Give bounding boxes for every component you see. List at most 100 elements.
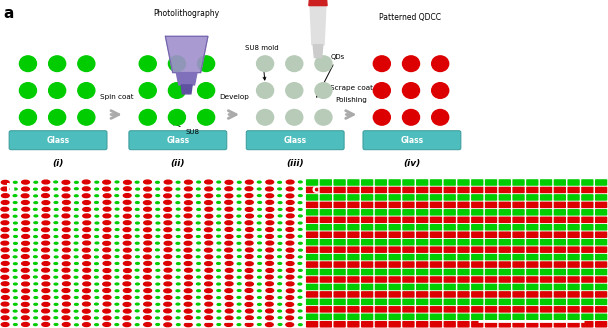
Circle shape (246, 262, 254, 266)
FancyBboxPatch shape (471, 239, 483, 245)
Circle shape (83, 282, 91, 286)
Circle shape (266, 309, 274, 313)
FancyBboxPatch shape (595, 284, 607, 290)
Circle shape (184, 194, 192, 198)
Circle shape (238, 270, 241, 271)
FancyBboxPatch shape (471, 187, 483, 193)
Circle shape (299, 202, 302, 204)
FancyBboxPatch shape (581, 261, 593, 268)
Circle shape (205, 289, 212, 293)
Circle shape (123, 269, 131, 273)
Circle shape (156, 202, 159, 204)
Circle shape (103, 235, 111, 238)
FancyBboxPatch shape (554, 216, 566, 223)
Circle shape (237, 188, 241, 190)
Circle shape (266, 316, 274, 320)
FancyBboxPatch shape (402, 284, 415, 290)
FancyBboxPatch shape (581, 298, 593, 305)
FancyBboxPatch shape (471, 276, 483, 283)
Circle shape (95, 310, 98, 312)
Circle shape (156, 290, 159, 292)
FancyBboxPatch shape (540, 321, 552, 328)
Circle shape (54, 209, 58, 210)
Circle shape (237, 317, 241, 319)
Circle shape (49, 83, 66, 98)
Circle shape (257, 181, 261, 183)
FancyBboxPatch shape (581, 216, 593, 223)
Circle shape (22, 207, 30, 211)
FancyBboxPatch shape (485, 298, 497, 305)
Circle shape (1, 255, 9, 258)
FancyBboxPatch shape (389, 321, 401, 328)
FancyBboxPatch shape (526, 232, 539, 238)
FancyBboxPatch shape (347, 232, 359, 238)
FancyBboxPatch shape (333, 239, 346, 245)
FancyBboxPatch shape (513, 202, 525, 208)
FancyBboxPatch shape (457, 224, 469, 231)
Circle shape (205, 316, 212, 319)
FancyBboxPatch shape (375, 187, 387, 193)
Circle shape (83, 296, 90, 299)
Circle shape (83, 302, 90, 306)
Circle shape (266, 275, 273, 279)
FancyBboxPatch shape (402, 202, 415, 208)
Circle shape (286, 289, 294, 293)
Circle shape (1, 207, 9, 211)
Circle shape (266, 214, 274, 218)
Circle shape (225, 275, 233, 279)
Circle shape (103, 228, 111, 232)
Circle shape (266, 269, 274, 272)
Circle shape (33, 256, 37, 257)
FancyBboxPatch shape (457, 246, 469, 253)
FancyBboxPatch shape (457, 216, 469, 223)
FancyBboxPatch shape (444, 232, 456, 238)
Circle shape (266, 221, 274, 225)
Circle shape (115, 324, 119, 325)
FancyBboxPatch shape (333, 216, 346, 223)
FancyBboxPatch shape (581, 209, 593, 215)
FancyBboxPatch shape (526, 194, 539, 201)
Circle shape (156, 317, 159, 319)
Text: Glass: Glass (166, 136, 190, 145)
Circle shape (217, 276, 221, 278)
FancyBboxPatch shape (581, 202, 593, 208)
FancyBboxPatch shape (333, 314, 346, 320)
Circle shape (42, 268, 49, 272)
FancyBboxPatch shape (361, 284, 373, 290)
Circle shape (42, 180, 50, 184)
Circle shape (225, 200, 232, 204)
Circle shape (286, 248, 294, 252)
FancyBboxPatch shape (526, 216, 539, 223)
Circle shape (196, 236, 200, 237)
FancyBboxPatch shape (581, 269, 593, 275)
Circle shape (278, 317, 282, 318)
Circle shape (1, 282, 9, 286)
Circle shape (136, 283, 139, 285)
FancyBboxPatch shape (347, 202, 359, 208)
FancyBboxPatch shape (320, 179, 332, 186)
FancyBboxPatch shape (306, 306, 318, 313)
Circle shape (286, 241, 294, 245)
Circle shape (237, 215, 241, 217)
FancyBboxPatch shape (129, 131, 227, 150)
Text: (iii): (iii) (286, 159, 304, 169)
FancyBboxPatch shape (416, 284, 429, 290)
Circle shape (226, 261, 233, 265)
FancyBboxPatch shape (513, 187, 525, 193)
FancyBboxPatch shape (457, 187, 469, 193)
Circle shape (115, 236, 119, 237)
Circle shape (258, 256, 261, 257)
Circle shape (123, 221, 131, 225)
FancyBboxPatch shape (581, 291, 593, 298)
Circle shape (197, 276, 201, 278)
Circle shape (245, 221, 253, 225)
Circle shape (402, 110, 420, 125)
FancyBboxPatch shape (430, 194, 442, 201)
Circle shape (123, 214, 131, 218)
Circle shape (176, 283, 180, 285)
Circle shape (42, 289, 50, 293)
FancyBboxPatch shape (402, 306, 415, 313)
Circle shape (34, 202, 38, 204)
Circle shape (246, 296, 253, 299)
Circle shape (1, 221, 9, 225)
